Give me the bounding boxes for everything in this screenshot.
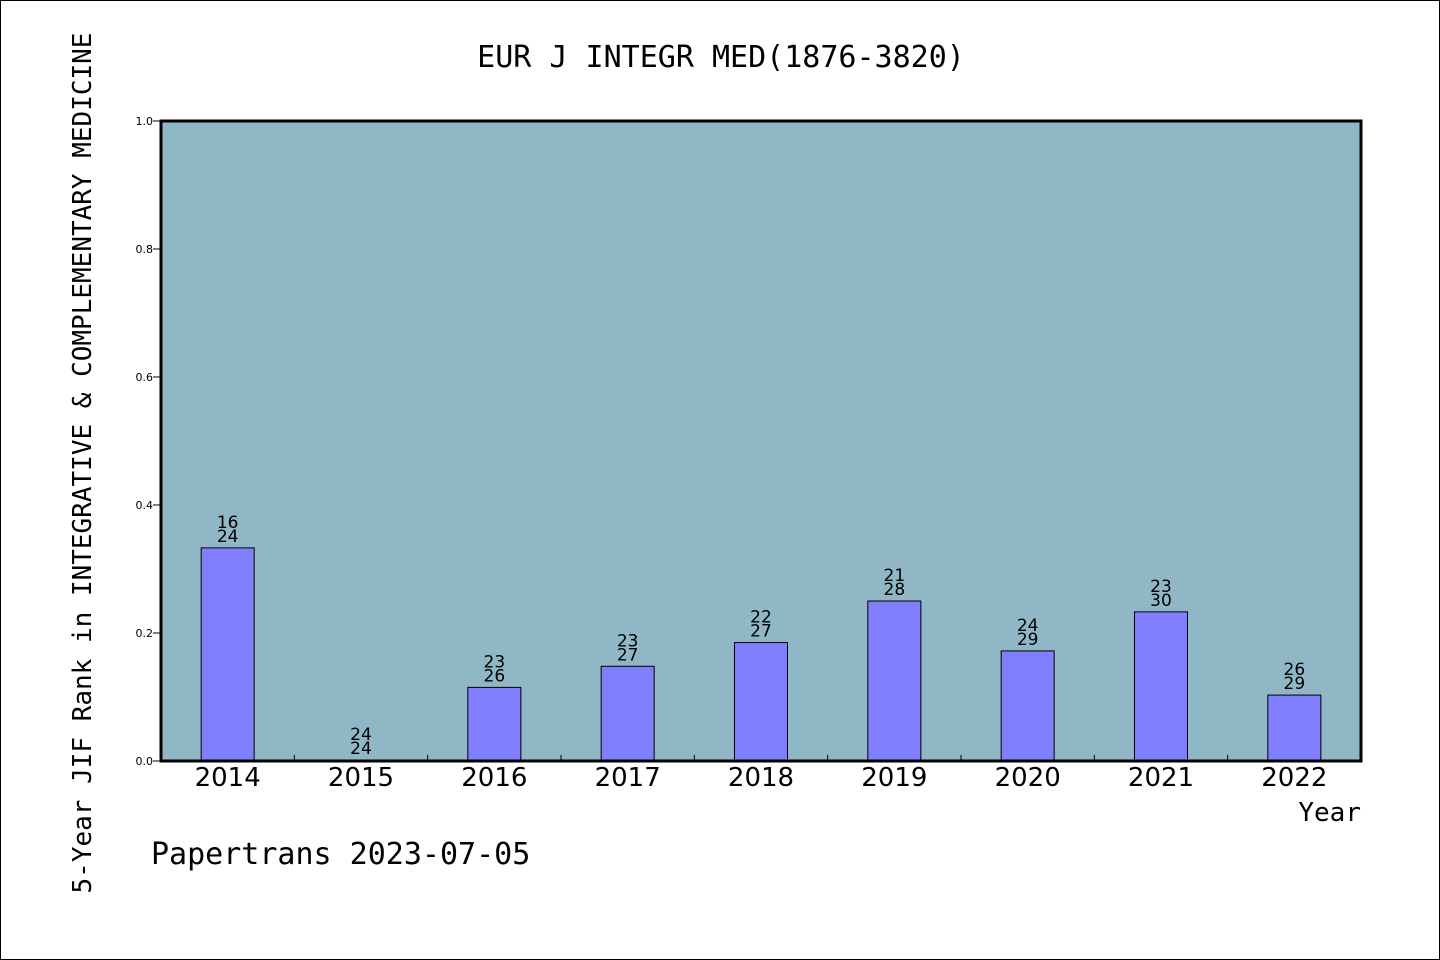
x-tick-label: 2020 [995,763,1061,793]
y-tick-label: 1.0 [136,115,154,128]
bar-label-top: 23 [1150,577,1172,597]
y-tick-label: 0.2 [136,627,154,640]
watermark: Papertrans 2023-07-05 [151,837,530,872]
y-tick-label: 0.6 [136,371,154,384]
plot-area: 0.00.20.40.60.81.02416201424242015262320… [136,115,1363,793]
bar-label-top: 24 [1017,616,1039,636]
bar [734,642,788,762]
y-axis-label: 5-Year JIF Rank in INTEGRATIVE & COMPLEM… [68,33,98,894]
bar-label-bottom: 27 [617,645,639,665]
x-axis-label: Year [1298,798,1361,828]
bar-label-bottom: 29 [1017,630,1039,650]
x-tick-label: 2016 [461,763,527,793]
bar-label-top: 23 [617,631,639,651]
y-tick-label: 0.0 [136,755,154,768]
bar-label-bottom: 28 [884,580,906,600]
bar-label-top: 23 [484,652,506,672]
bar-label-bottom: 24 [217,527,239,547]
bar-label-top: 22 [750,608,772,628]
bar-label-top: 26 [1284,660,1306,680]
bar [467,686,522,762]
x-tick-label: 2015 [328,763,394,793]
chart-title: EUR J INTEGR MED(1876-3820) [477,40,965,75]
bar-label-top: 24 [350,725,372,745]
y-tick-label: 0.4 [136,499,154,512]
bar-label-bottom: 27 [750,622,772,642]
bar [1000,650,1055,762]
x-tick-label: 2019 [861,763,927,793]
bar-label-bottom: 29 [1284,674,1306,694]
y-tick-label: 0.8 [136,243,154,256]
bar [200,547,255,762]
bar-label-bottom: 30 [1150,591,1172,611]
bar-label-bottom: 24 [350,739,372,759]
plot-frame [159,119,1363,763]
bar [1134,611,1188,762]
x-tick-label: 2021 [1128,763,1194,793]
x-tick-label: 2022 [1261,763,1327,793]
bar-label-bottom: 26 [484,666,506,686]
bar-label-top: 16 [217,513,239,533]
x-tick-label: 2014 [195,763,261,793]
x-tick-label: 2017 [595,763,661,793]
x-tick-label: 2018 [728,763,794,793]
bar [1267,694,1322,762]
bar [867,600,922,762]
bar [600,665,655,762]
bar-label-top: 21 [884,566,906,586]
